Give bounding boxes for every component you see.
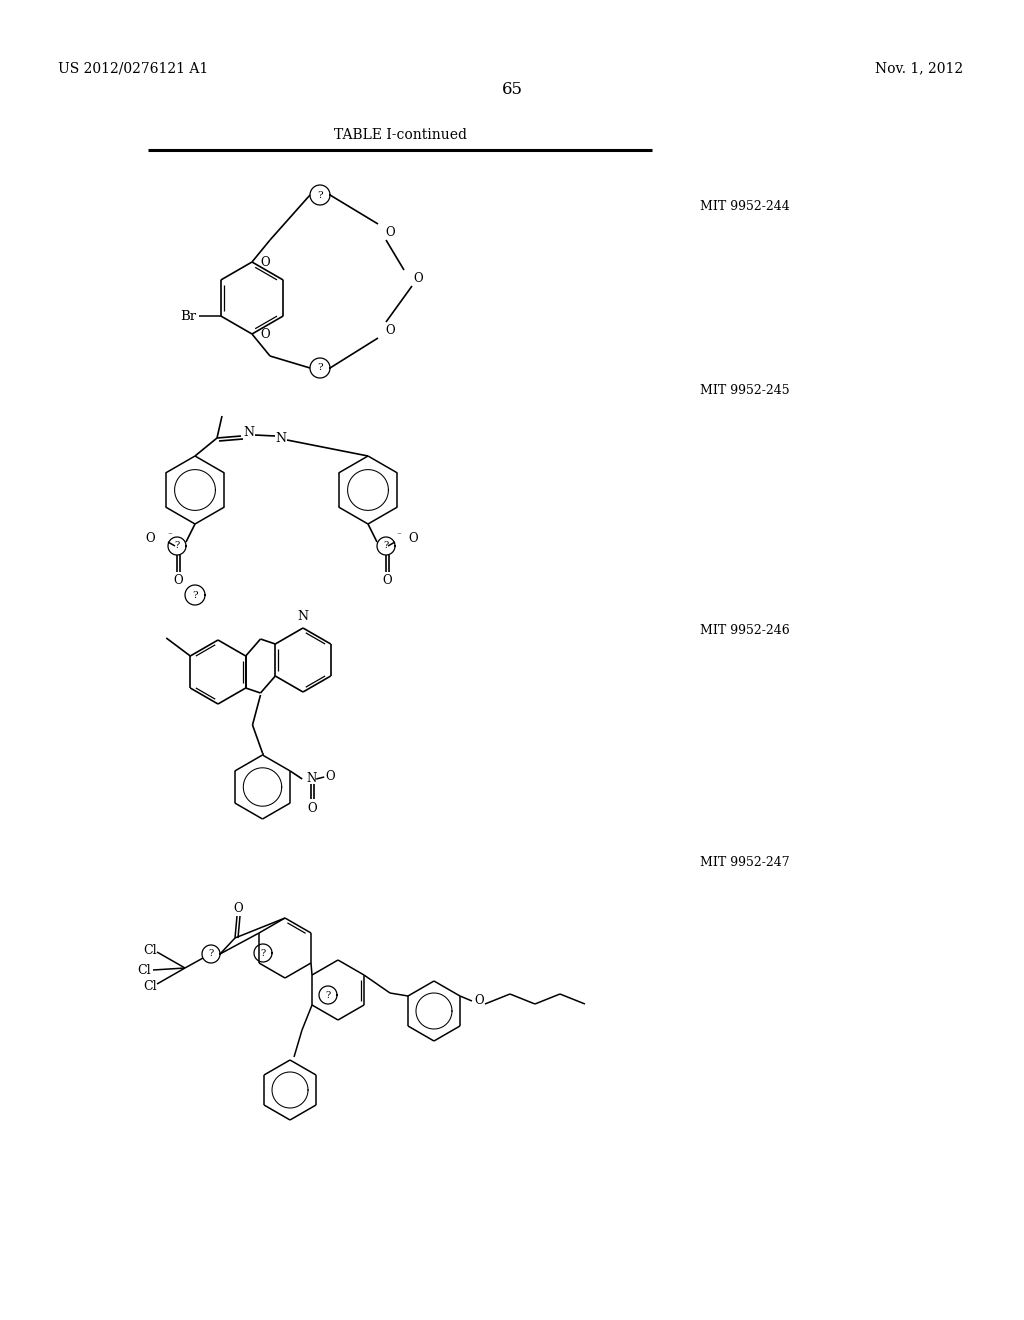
- Text: ⁻: ⁻: [167, 532, 172, 540]
- Text: N: N: [306, 772, 316, 785]
- Text: Nov. 1, 2012: Nov. 1, 2012: [874, 61, 963, 75]
- Text: N: N: [244, 426, 255, 440]
- Text: ?: ?: [326, 990, 331, 999]
- Text: O: O: [385, 226, 394, 239]
- Text: ⁻: ⁻: [396, 532, 400, 540]
- Text: O: O: [413, 272, 423, 285]
- Text: Cl: Cl: [137, 964, 151, 977]
- Text: ?: ?: [317, 190, 323, 199]
- Text: O: O: [260, 256, 269, 268]
- Text: O: O: [385, 323, 394, 337]
- Text: MIT 9952-247: MIT 9952-247: [700, 855, 790, 869]
- Text: MIT 9952-246: MIT 9952-246: [700, 623, 790, 636]
- Text: N: N: [275, 432, 287, 445]
- Text: O: O: [145, 532, 155, 544]
- Text: ?: ?: [317, 363, 323, 372]
- Text: ?: ?: [174, 541, 179, 550]
- Text: ?: ?: [383, 541, 389, 550]
- Text: O: O: [382, 573, 392, 586]
- Text: MIT 9952-244: MIT 9952-244: [700, 201, 790, 214]
- Text: 65: 65: [502, 82, 522, 99]
- Text: O: O: [233, 902, 243, 915]
- Text: O: O: [260, 327, 269, 341]
- Text: O: O: [173, 573, 183, 586]
- Text: O: O: [326, 770, 335, 783]
- Text: MIT 9952-245: MIT 9952-245: [700, 384, 790, 396]
- Text: ?: ?: [208, 949, 214, 958]
- Text: O: O: [408, 532, 418, 544]
- Text: ?: ?: [260, 949, 265, 957]
- Text: US 2012/0276121 A1: US 2012/0276121 A1: [58, 61, 208, 75]
- Text: ?: ?: [193, 590, 198, 599]
- Text: Br: Br: [180, 309, 197, 322]
- Text: O: O: [307, 801, 317, 814]
- Text: TABLE I-continued: TABLE I-continued: [334, 128, 467, 143]
- Text: N: N: [298, 610, 308, 623]
- Text: O: O: [474, 994, 483, 1007]
- Text: Cl: Cl: [143, 979, 157, 993]
- Text: Cl: Cl: [143, 944, 157, 957]
